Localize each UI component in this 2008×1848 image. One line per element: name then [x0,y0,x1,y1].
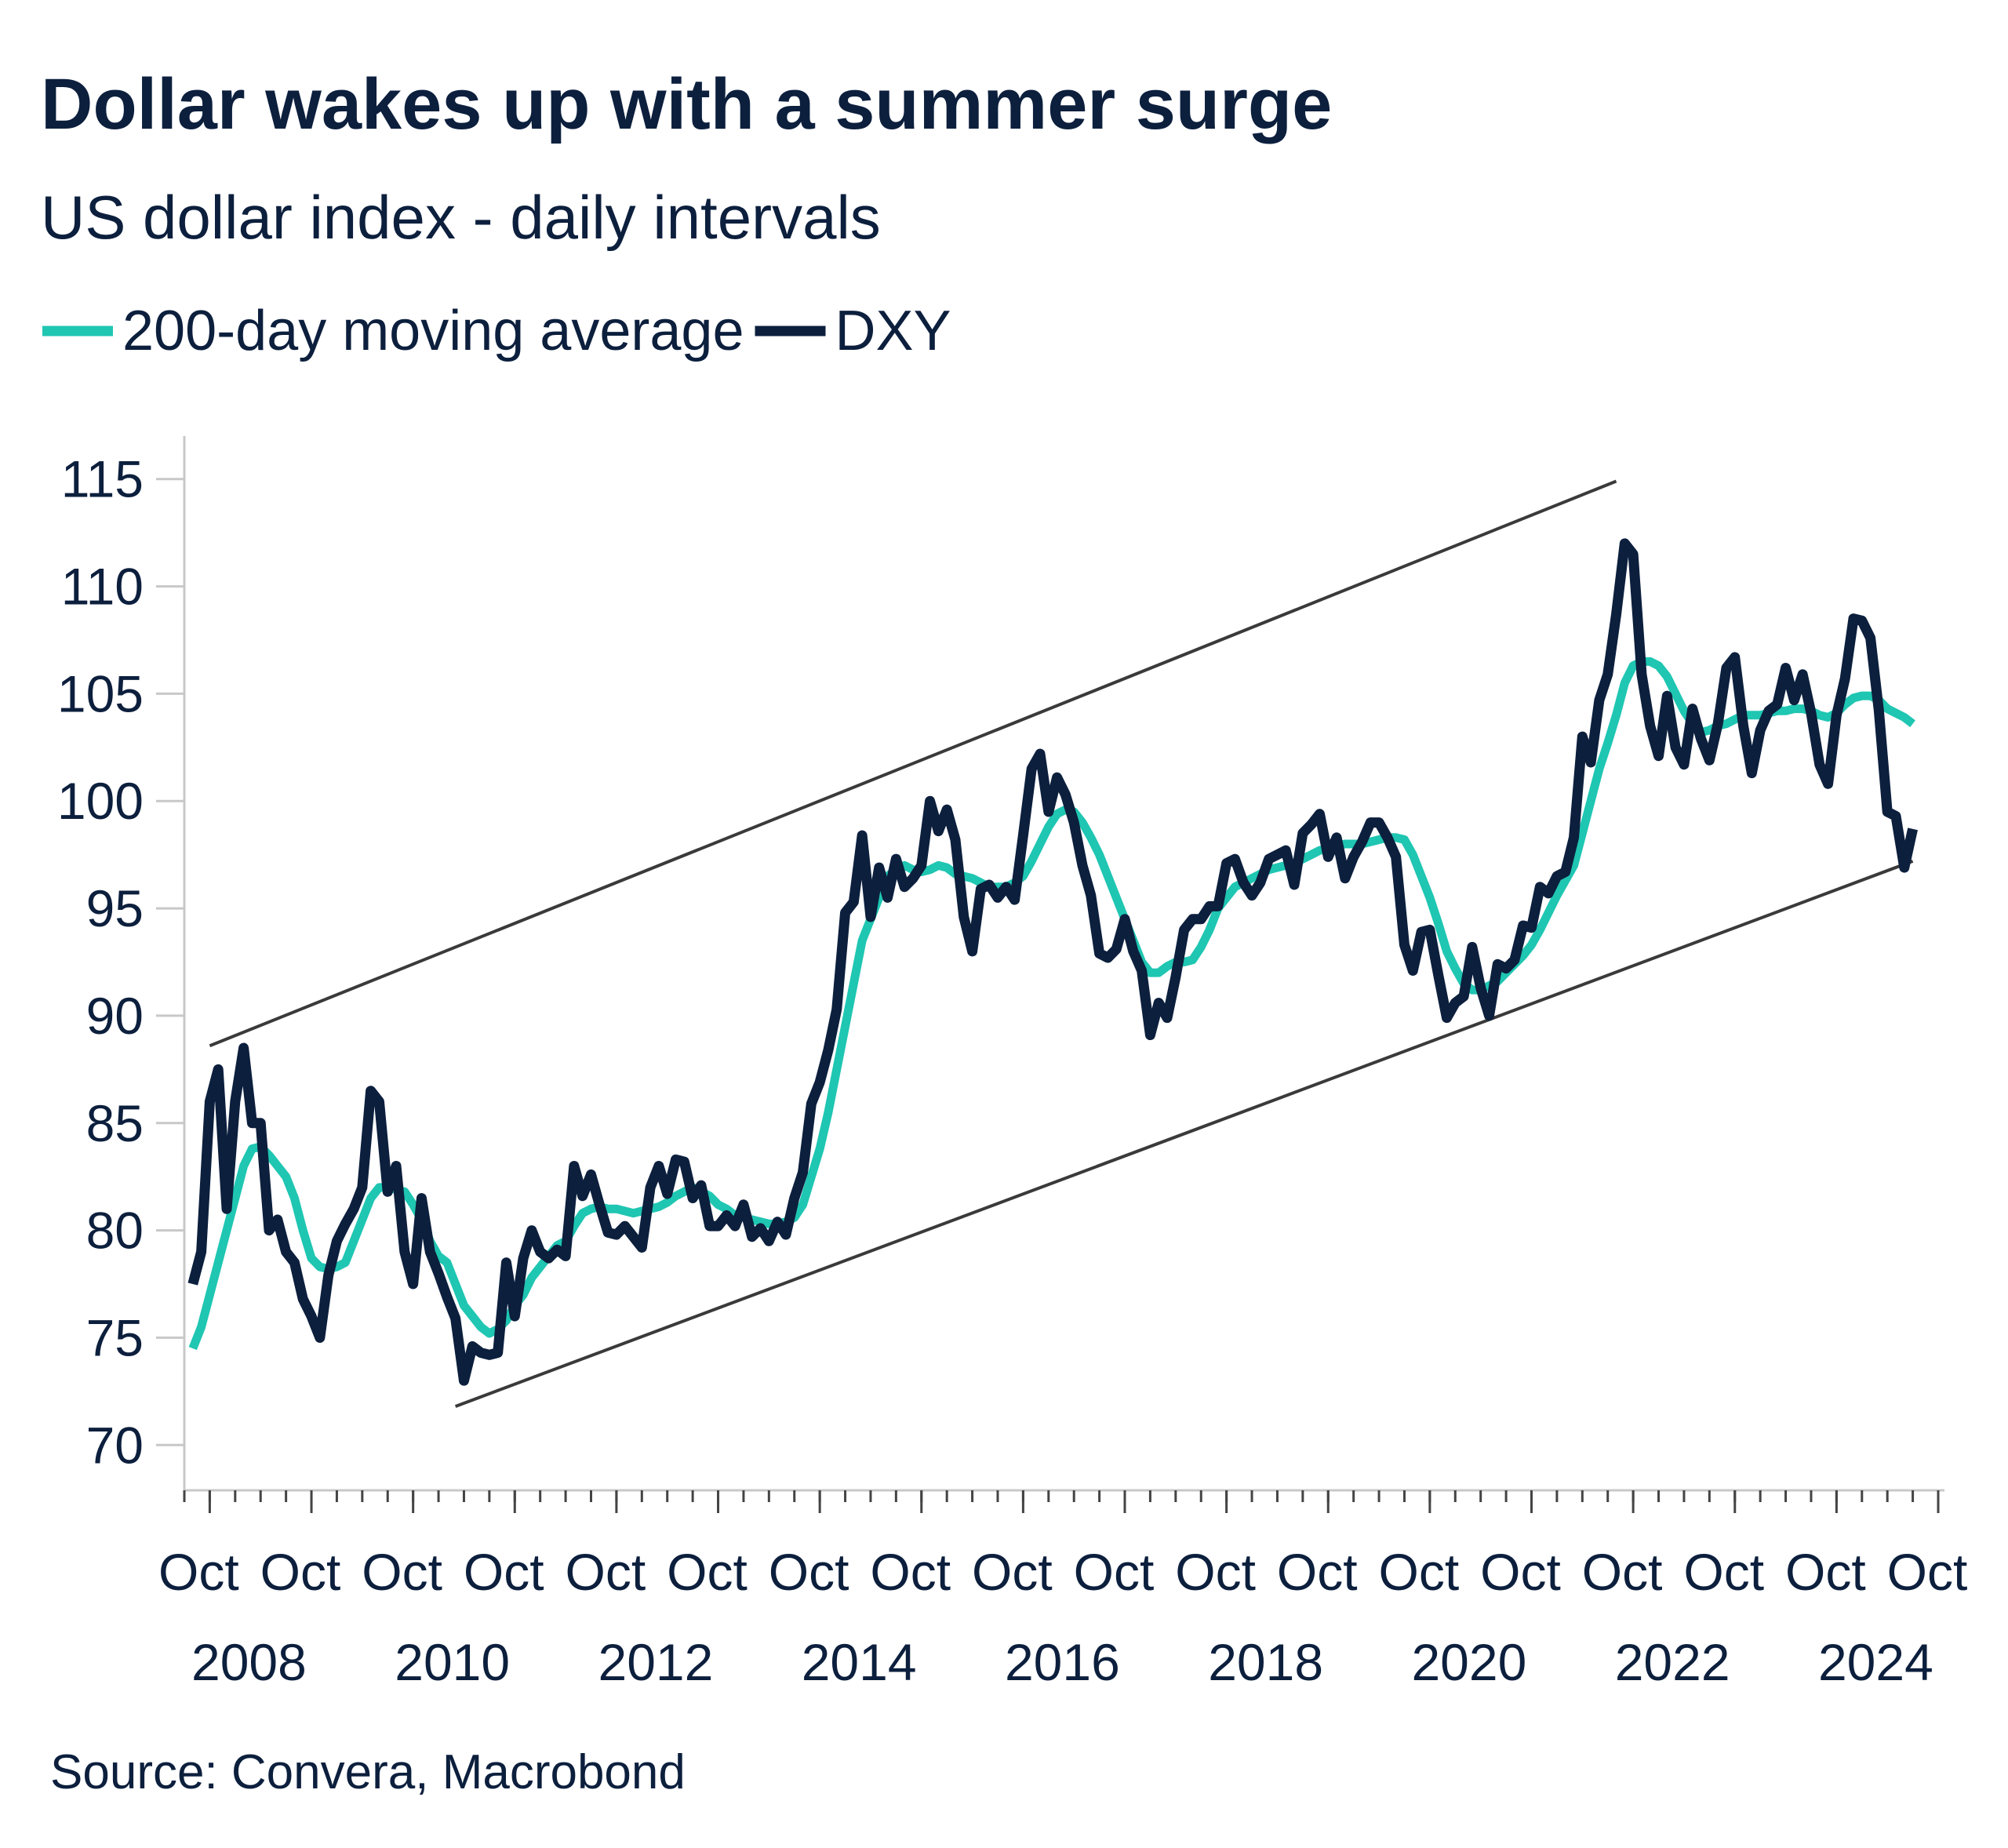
legend-label: DXY [835,300,951,362]
x-tick-year-label: 2010 [395,1633,510,1691]
x-tick-label: Oct [1277,1543,1358,1601]
x-tick-year-label: 2020 [1411,1633,1526,1691]
x-tick-year-label: 2022 [1615,1633,1730,1691]
legend-label: 200-day moving average [122,300,744,362]
x-tick-label: Oct [566,1543,646,1601]
x-tick-year-label: 2012 [598,1633,713,1691]
y-tick-label: 90 [86,987,144,1045]
x-tick-year-label: 2014 [802,1633,917,1691]
y-tick-label: 105 [57,664,144,722]
series-line [187,538,1918,1386]
x-tick-year-label: 2008 [191,1633,307,1691]
y-tick-label: 80 [86,1202,144,1260]
chart-subtitle: US dollar index - daily intervals [41,183,881,252]
x-tick-label: Oct [769,1543,849,1601]
x-tick-label: Oct [260,1543,341,1601]
x-tick-label: Oct [1074,1543,1155,1601]
y-tick-label: 70 [86,1416,144,1474]
chart-title: Dollar wakes up with a summer surge [41,64,1332,144]
x-tick-label: Oct [362,1543,442,1601]
x-tick-year-label: 2016 [1005,1633,1120,1691]
x-tick-label: Oct [464,1543,544,1601]
x-tick-year-label: 2018 [1208,1633,1323,1691]
x-tick-label: Oct [1379,1543,1460,1601]
y-tick-label: 115 [61,450,144,508]
y-tick-label: 110 [61,558,144,616]
x-tick-label: Oct [1683,1543,1764,1601]
x-tick-label: Oct [1785,1543,1866,1601]
y-tick-label: 75 [86,1308,144,1366]
x-tick-label: Oct [1582,1543,1663,1601]
x-tick-year-label: 2024 [1818,1633,1933,1691]
x-tick-label: Oct [667,1543,748,1601]
x-tick-label: Oct [972,1543,1053,1601]
x-tick-label: Oct [1887,1543,1968,1601]
series-line [188,657,1915,1351]
x-tick-label: Oct [1175,1543,1256,1601]
x-tick-label: Oct [870,1543,951,1601]
source-note: Source: Convera, Macrobond [50,1745,686,1799]
y-tick-label: 100 [57,772,144,830]
x-tick-label: Oct [158,1543,239,1601]
y-tick-label: 95 [86,879,144,937]
channel-line [454,859,1914,1408]
channel-line [209,479,1617,1048]
y-tick-label: 85 [86,1094,144,1152]
x-tick-label: Oct [1480,1543,1561,1601]
